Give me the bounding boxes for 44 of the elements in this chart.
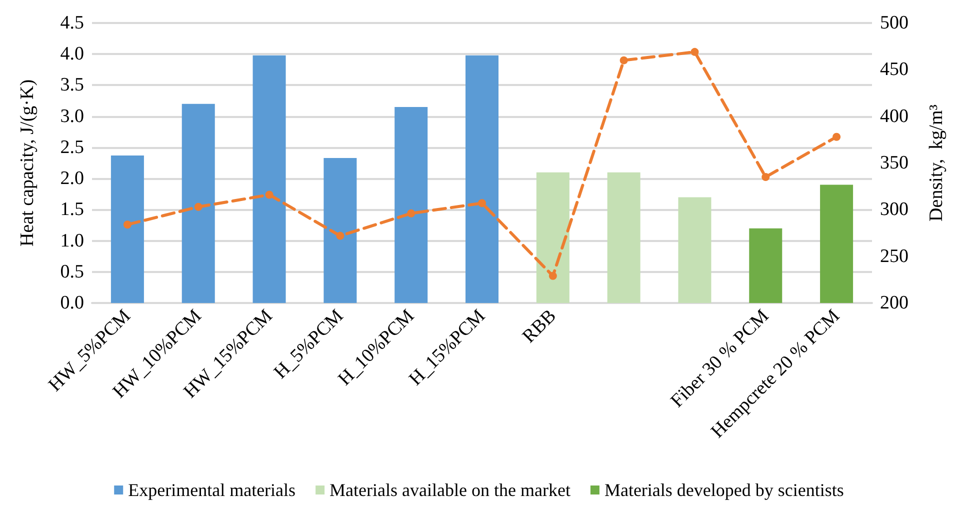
y2-tick-label: 350: [880, 152, 908, 174]
y2-tick-label: 300: [880, 199, 908, 220]
bar: [110, 156, 144, 303]
y-tick-label: 4.0: [60, 44, 84, 65]
point: [407, 209, 416, 218]
bar: [678, 197, 712, 303]
y-tick-label: 2.5: [60, 136, 84, 158]
point: [123, 220, 132, 229]
point: [265, 190, 274, 199]
y-tick-label: 1.5: [60, 199, 84, 220]
point: [832, 132, 841, 141]
y-tick-label: 3.0: [60, 106, 84, 127]
point: [762, 173, 770, 181]
legend-label: Experimental materials: [128, 480, 296, 500]
point: [690, 48, 699, 56]
bar: [536, 172, 570, 303]
y2-axis-title: Density, kg/m³: [926, 104, 947, 222]
y2-tick-label: 250: [880, 246, 908, 267]
y2-tick-label: 450: [880, 59, 908, 80]
bar: [820, 184, 854, 303]
legend-label: Materials available on the market: [330, 480, 570, 500]
y-tick-label: 1.0: [60, 230, 84, 252]
point: [478, 199, 486, 208]
y-tick-label: 2.0: [60, 168, 84, 190]
point: [194, 202, 202, 211]
point: [548, 272, 557, 280]
bar: [466, 55, 498, 303]
bar: [182, 104, 215, 303]
y2-tick-label: 200: [880, 292, 908, 314]
point: [336, 232, 344, 240]
y-axis-title: Heat capacity, J/(g·K): [17, 79, 38, 247]
bar: [252, 55, 286, 303]
y2-tick-label: 400: [880, 106, 908, 127]
y-tick-label: 0.5: [60, 261, 84, 282]
y-tick-label: 3.5: [60, 74, 84, 96]
bar: [607, 172, 640, 303]
bar: [394, 107, 428, 303]
point: [620, 56, 628, 64]
y-tick-label: 0.0: [60, 292, 84, 314]
y-tick-label: 4.5: [60, 12, 84, 34]
y2-tick-label: 500: [880, 12, 908, 34]
bar: [749, 228, 782, 303]
bar: [324, 158, 357, 303]
legend-label: Materials developed by scientists: [604, 480, 844, 500]
